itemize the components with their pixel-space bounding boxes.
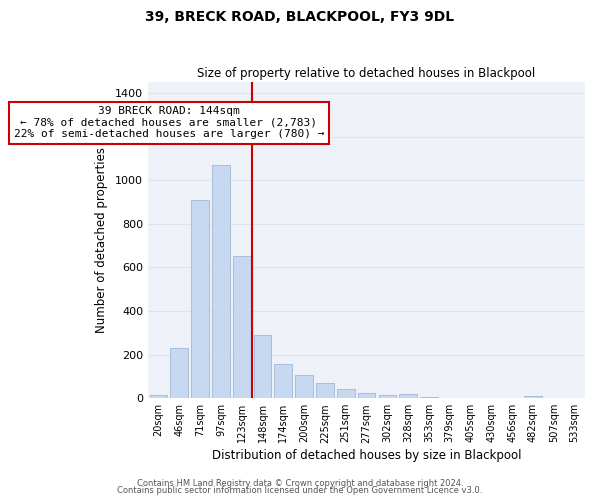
Bar xyxy=(358,392,376,398)
Bar xyxy=(149,395,167,398)
Text: 39 BRECK ROAD: 144sqm
← 78% of detached houses are smaller (2,783)
22% of semi-d: 39 BRECK ROAD: 144sqm ← 78% of detached … xyxy=(14,106,324,139)
Title: Size of property relative to detached houses in Blackpool: Size of property relative to detached ho… xyxy=(197,66,536,80)
Text: 39, BRECK ROAD, BLACKPOOL, FY3 9DL: 39, BRECK ROAD, BLACKPOOL, FY3 9DL xyxy=(145,10,455,24)
Y-axis label: Number of detached properties: Number of detached properties xyxy=(95,147,108,333)
Bar xyxy=(379,395,396,398)
Bar xyxy=(212,166,230,398)
Bar xyxy=(420,397,438,398)
Bar xyxy=(400,394,417,398)
Bar xyxy=(316,383,334,398)
Bar xyxy=(337,390,355,398)
Bar xyxy=(295,376,313,398)
Bar xyxy=(254,335,271,398)
Bar xyxy=(233,256,251,398)
Text: Contains public sector information licensed under the Open Government Licence v3: Contains public sector information licen… xyxy=(118,486,482,495)
Bar xyxy=(170,348,188,398)
X-axis label: Distribution of detached houses by size in Blackpool: Distribution of detached houses by size … xyxy=(212,450,521,462)
Bar xyxy=(191,200,209,398)
Text: Contains HM Land Registry data © Crown copyright and database right 2024.: Contains HM Land Registry data © Crown c… xyxy=(137,478,463,488)
Bar xyxy=(524,396,542,398)
Bar xyxy=(274,364,292,398)
